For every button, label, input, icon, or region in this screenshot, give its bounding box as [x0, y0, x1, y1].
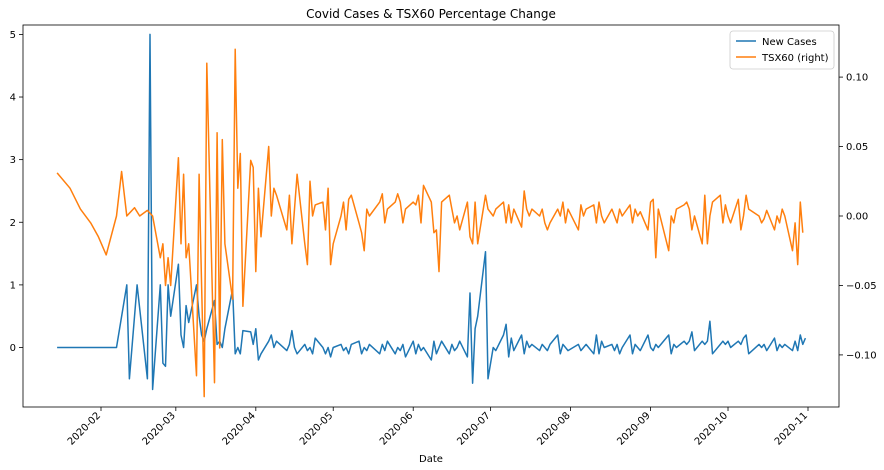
- y-left-tick-label: 3: [10, 155, 16, 166]
- legend-label-tsx60: TSX60 (right): [761, 53, 829, 64]
- y-right-tick-label: 0.10: [846, 73, 868, 84]
- legend-label-new-cases: New Cases: [762, 37, 817, 48]
- y-left-tick-label: 0: [10, 343, 16, 354]
- x-axis-label: Date: [419, 454, 443, 465]
- y-right-tick-label: −0.05: [846, 281, 877, 292]
- y-left-tick-label: 4: [10, 93, 16, 104]
- y-left-tick-label: 5: [10, 30, 16, 41]
- y-left-tick-label: 2: [10, 218, 16, 229]
- y-right-tick-label: 0.05: [846, 142, 868, 153]
- y-axis-right: −0.10 −0.05 0.00 0.05 0.10: [839, 73, 877, 361]
- y-right-tick-label: −0.10: [846, 350, 877, 361]
- series-line-tsx60: [56, 48, 804, 398]
- legend: New Cases TSX60 (right): [729, 30, 835, 70]
- series-layer: [56, 33, 807, 398]
- chart-title: Covid Cases & TSX60 Percentage Change: [306, 7, 556, 21]
- plot-area: [22, 24, 840, 408]
- series-line-new-cases: [57, 33, 807, 391]
- y-left-tick-label: 1: [10, 280, 16, 291]
- y-right-tick-label: 0.00: [846, 212, 868, 223]
- y-axis-left: 0 1 2 3 4 5: [10, 30, 23, 354]
